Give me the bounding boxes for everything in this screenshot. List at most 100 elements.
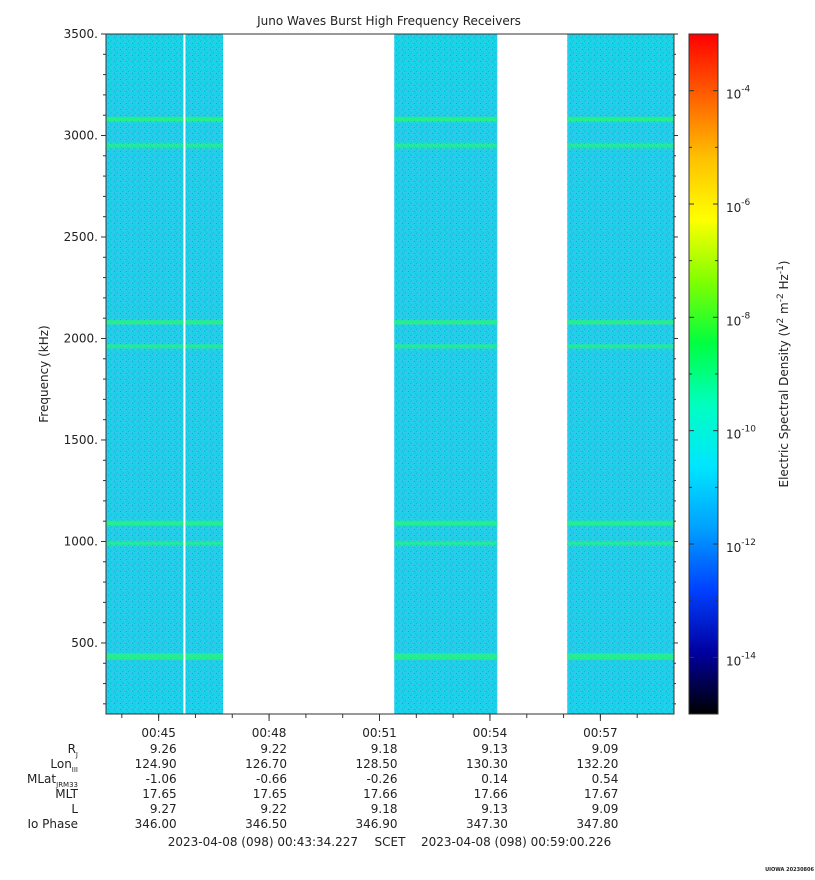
- emission-band: [106, 541, 224, 545]
- ephemeris-value: -1.06: [146, 772, 177, 786]
- colorbar-tick-label: 10-14: [726, 651, 756, 668]
- gap-lines: [183, 34, 186, 714]
- colorbar-ticks: 10-4 10-6 10-8 10-10 10-12 10-14: [689, 85, 756, 668]
- y-tick-label: 3000.: [64, 128, 98, 142]
- ephemeris-value: 347.30: [466, 817, 508, 831]
- ephemeris-row-label: MLatJRM33: [27, 772, 78, 789]
- colorbar: 10-4 10-6 10-8 10-10 10-12 10-14 Electric Spe…: [688, 33, 791, 715]
- emission-band: [567, 117, 674, 122]
- y-tick-label: 3500.: [64, 27, 98, 41]
- colorbar-tick-label: 10-4: [726, 85, 751, 102]
- colorbar-tick-label: 10-8: [726, 311, 751, 328]
- ephemeris-value: 132.20: [576, 757, 618, 771]
- emission-band: [394, 541, 498, 545]
- time-range-start: 2023-04-08 (098) 00:43:34.227: [168, 835, 358, 849]
- emission-band: [106, 657, 224, 661]
- colorbar-fill: [689, 34, 718, 714]
- x-tick-label: 00:51: [362, 726, 397, 740]
- plot-frame: [105, 33, 675, 715]
- emission-band: [394, 657, 498, 661]
- emission-band: [567, 143, 674, 147]
- ephemeris-row-label: L: [71, 802, 78, 816]
- colorbar-tick-label: 10-6: [726, 198, 751, 215]
- ephemeris-value: -0.26: [366, 772, 397, 786]
- ephemeris-value: 9.13: [481, 802, 508, 816]
- ephemeris-row-label: Io Phase: [27, 817, 78, 831]
- time-scale-label: SCET: [375, 835, 407, 849]
- ephemeris-value: 128.50: [356, 757, 398, 771]
- colorbar-tick-label: 10-12: [726, 538, 756, 555]
- emission-band: [567, 541, 674, 545]
- spectrogram-blocks: [106, 34, 674, 714]
- spectrogram-block-texture-2: [394, 34, 498, 714]
- x-tick-label: 00:57: [583, 726, 618, 740]
- y-axis-label: Frequency (kHz): [37, 325, 51, 422]
- emission-band: [106, 143, 224, 147]
- emission-band: [106, 653, 224, 658]
- ephemeris-value: 130.30: [466, 757, 508, 771]
- ephemeris-value: 346.50: [245, 817, 287, 831]
- ephemeris-value: 9.09: [592, 742, 619, 756]
- emission-band: [567, 344, 674, 348]
- time-range-footer: 2023-04-08 (098) 00:43:34.227 SCET 2023-…: [168, 835, 612, 849]
- emission-band: [394, 344, 498, 348]
- emission-band: [106, 344, 224, 348]
- y-tick-label: 2000.: [64, 331, 98, 345]
- emission-band: [567, 657, 674, 661]
- ephemeris-value: 9.09: [592, 802, 619, 816]
- emission-band: [394, 117, 498, 122]
- emission-band: [567, 521, 674, 526]
- y-tick-label: 1000.: [64, 534, 98, 548]
- ephemeris-value: -0.66: [256, 772, 287, 786]
- x-tick-label: 00:45: [141, 726, 176, 740]
- ephemeris-value: 17.66: [363, 787, 397, 801]
- ephemeris-value: 347.80: [576, 817, 618, 831]
- colorbar-tick-label: 10-10: [726, 425, 756, 442]
- ephemeris-row-label: RJ: [68, 742, 78, 759]
- ephemeris-value: 9.18: [371, 742, 398, 756]
- x-tick-label: 00:54: [473, 726, 508, 740]
- emission-band: [567, 320, 674, 325]
- ephemeris-value: 346.00: [135, 817, 177, 831]
- emission-band: [106, 320, 224, 325]
- ephemeris-value: 17.65: [142, 787, 176, 801]
- emission-band: [567, 653, 674, 658]
- ephemeris-value: 124.90: [135, 757, 177, 771]
- time-range-end: 2023-04-08 (098) 00:59:00.226: [421, 835, 611, 849]
- emission-band: [106, 521, 224, 526]
- colorbar-label: Electric Spectral Density (V2 m-2 Hz-1): [776, 260, 791, 487]
- ephemeris-value: 9.13: [481, 742, 508, 756]
- ephemeris-value: 9.27: [150, 802, 177, 816]
- y-axis: 500. 1000. 1500. 2000. 2500. 3000. 3500.: [64, 27, 678, 705]
- ephemeris-row-label: LonIII: [50, 757, 78, 774]
- ephemeris-value: 9.22: [260, 742, 287, 756]
- spectrogram-plot-area: [105, 33, 675, 715]
- ephemeris-value: 17.65: [253, 787, 287, 801]
- spectrogram-block-texture-1: [106, 34, 224, 714]
- ephemeris-value: 17.67: [584, 787, 618, 801]
- emission-band: [394, 521, 498, 526]
- y-tick-label: 2500.: [64, 230, 98, 244]
- spectrogram-block-texture-3: [567, 34, 674, 714]
- emission-band: [394, 653, 498, 658]
- ephemeris-value: 0.14: [481, 772, 508, 786]
- ephemeris-value: 17.66: [474, 787, 508, 801]
- x-tick-label: 00:48: [252, 726, 287, 740]
- ephemeris-value: 0.54: [592, 772, 619, 786]
- ephemeris-value: 9.26: [150, 742, 177, 756]
- data-gap-line: [183, 34, 186, 714]
- x-axis: 00:45 00:48 00:51 00:54 00:57: [121, 714, 638, 740]
- ephemeris-value: 9.22: [260, 802, 287, 816]
- emission-band: [394, 320, 498, 325]
- credit-stamp: UIOWA 20230806: [765, 867, 814, 873]
- emission-band: [106, 117, 224, 122]
- colorbar-gradient: [689, 34, 718, 714]
- ephemeris-value: 346.90: [356, 817, 398, 831]
- y-tick-label: 500.: [71, 636, 98, 650]
- y-tick-label: 1500.: [64, 433, 98, 447]
- chart-title: Juno Waves Burst High Frequency Receiver…: [256, 14, 521, 28]
- ephemeris-value: 126.70: [245, 757, 287, 771]
- emission-band: [394, 143, 498, 147]
